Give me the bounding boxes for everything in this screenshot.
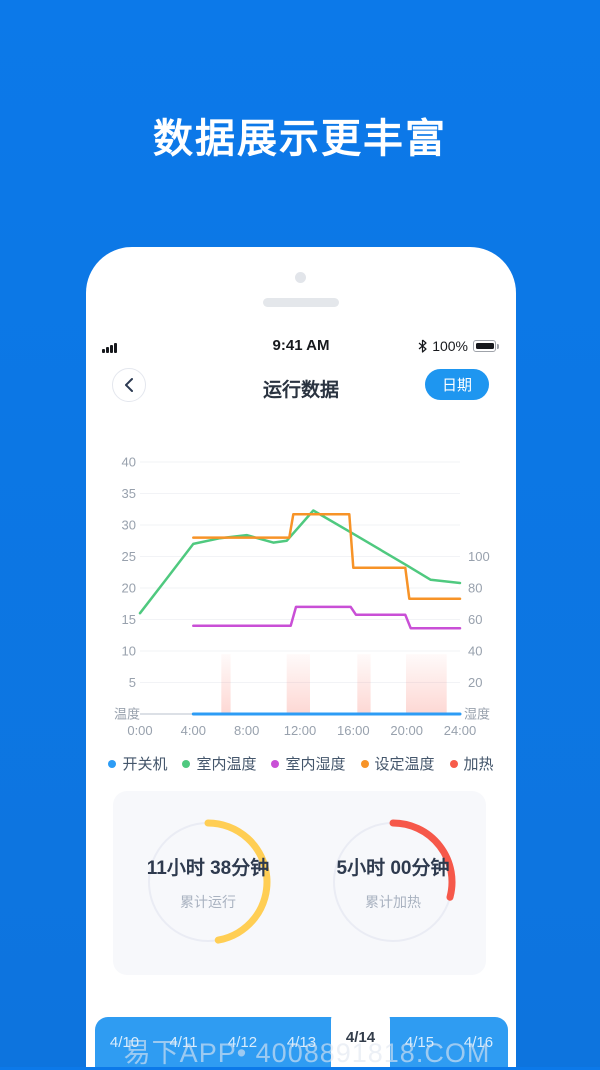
axis-tick-label: 湿度 xyxy=(464,707,490,722)
gauge-total-heat: 5小时 00分钟累计加热 xyxy=(327,816,459,948)
axis-tick-label: 40 xyxy=(122,455,136,470)
gauge-value: 5小时 00分钟 xyxy=(336,857,450,879)
tab-date-4-12[interactable]: 4/12 xyxy=(227,1033,258,1051)
heat-band xyxy=(221,654,231,714)
back-button[interactable] xyxy=(112,368,146,402)
legend-item: 室内温度 xyxy=(182,753,256,774)
axis-tick-label: 4:00 xyxy=(181,723,206,738)
battery-icon xyxy=(473,340,499,352)
legend-dot xyxy=(360,759,369,768)
gauge-label: 累计运行 xyxy=(180,893,236,910)
series-line xyxy=(192,513,462,600)
series-line xyxy=(192,605,462,630)
legend-dot xyxy=(271,759,280,768)
axis-tick-label: 20:00 xyxy=(390,723,423,738)
heat-band xyxy=(357,654,371,714)
legend-dot xyxy=(182,759,191,768)
page-title: 数据展示更丰富 xyxy=(153,117,447,161)
axis-tick-label: 35 xyxy=(122,486,136,501)
date-button[interactable]: 日期 xyxy=(425,369,489,400)
speaker-bar-icon xyxy=(263,298,339,307)
axis-tick-label: 20 xyxy=(122,581,136,596)
status-bar: 9:41 AM 100% xyxy=(86,335,516,357)
gauge-arc xyxy=(389,819,456,901)
phone-mockup: 9:41 AM 100% 运行数据 日期 5 10 15 20 25 30 35 40 温度 20… xyxy=(86,247,516,1067)
legend-item: 加热 xyxy=(449,753,494,774)
legend-item: 设定温度 xyxy=(360,753,435,774)
camera-dot-icon xyxy=(295,272,306,283)
tab-date-4-16[interactable]: 4/16 xyxy=(463,1033,494,1051)
axis-tick-label: 15 xyxy=(122,612,136,627)
axis-tick-label: 30 xyxy=(122,518,136,533)
axis-tick-label: 10 xyxy=(122,644,136,659)
chart-legend: 开关机 室内温度 室内湿度 设定温度 加热 xyxy=(86,753,516,774)
axis-tick-label: 40 xyxy=(468,644,482,659)
legend-dot xyxy=(449,759,458,768)
summary-card: 11小时 38分钟累计运行 5小时 00分钟累计加热 xyxy=(113,791,486,975)
legend-label: 开关机 xyxy=(122,756,168,773)
axis-tick-label: 20 xyxy=(468,675,482,690)
legend-label: 室内湿度 xyxy=(285,756,346,773)
gauge-label: 累计加热 xyxy=(365,893,421,910)
run-data-chart: 5 10 15 20 25 30 35 40 温度 20 40 60 80 100 湿度 0:00 4:00 8:… xyxy=(114,455,490,739)
axis-tick-label: 16:00 xyxy=(337,723,370,738)
axis-tick-label: 5 xyxy=(129,675,136,690)
heat-band xyxy=(406,654,447,714)
tab-date-4-13[interactable]: 4/13 xyxy=(286,1033,317,1051)
legend-label: 加热 xyxy=(463,756,494,773)
axis-tick-label: 25 xyxy=(122,549,136,564)
legend-item: 室内湿度 xyxy=(271,753,346,774)
gauge-value: 11小时 38分钟 xyxy=(146,857,270,879)
axis-tick-label: 温度 xyxy=(114,707,140,722)
gauge-arc xyxy=(204,819,271,944)
screen-title: 运行数据 xyxy=(262,380,339,401)
axis-tick-label: 8:00 xyxy=(234,723,259,738)
chevron-left-icon xyxy=(125,378,133,392)
legend-dot xyxy=(108,759,117,768)
legend-label: 设定温度 xyxy=(374,756,435,773)
axis-tick-label: 80 xyxy=(468,581,482,596)
cellular-signal-icon xyxy=(102,343,117,353)
legend-label: 室内温度 xyxy=(196,756,257,773)
battery-percent: 100% xyxy=(432,338,468,354)
axis-tick-label: 0:00 xyxy=(127,723,152,738)
tab-date-4-15[interactable]: 4/15 xyxy=(404,1033,435,1051)
axis-tick-label: 24:00 xyxy=(444,723,477,738)
axis-tick-label: 12:00 xyxy=(284,723,317,738)
series-line xyxy=(138,509,462,615)
tab-date-4-14[interactable]: 4/14 xyxy=(331,1008,390,1067)
legend-item: 开关机 xyxy=(108,753,167,774)
axis-tick-label: 100 xyxy=(468,549,490,564)
heat-band xyxy=(286,654,310,714)
tab-date-4-10[interactable]: 4/10 xyxy=(109,1033,140,1051)
tab-date-4-11[interactable]: 4/11 xyxy=(169,1033,198,1051)
axis-tick-label: 60 xyxy=(468,612,482,627)
bluetooth-icon xyxy=(418,339,427,353)
date-tab-bar: 4/10 4/11 4/12 4/13 4/14 4/15 4/16 xyxy=(95,1008,508,1067)
gauge-total-run: 11小时 38分钟累计运行 xyxy=(142,816,274,948)
status-time: 9:41 AM xyxy=(272,337,330,354)
